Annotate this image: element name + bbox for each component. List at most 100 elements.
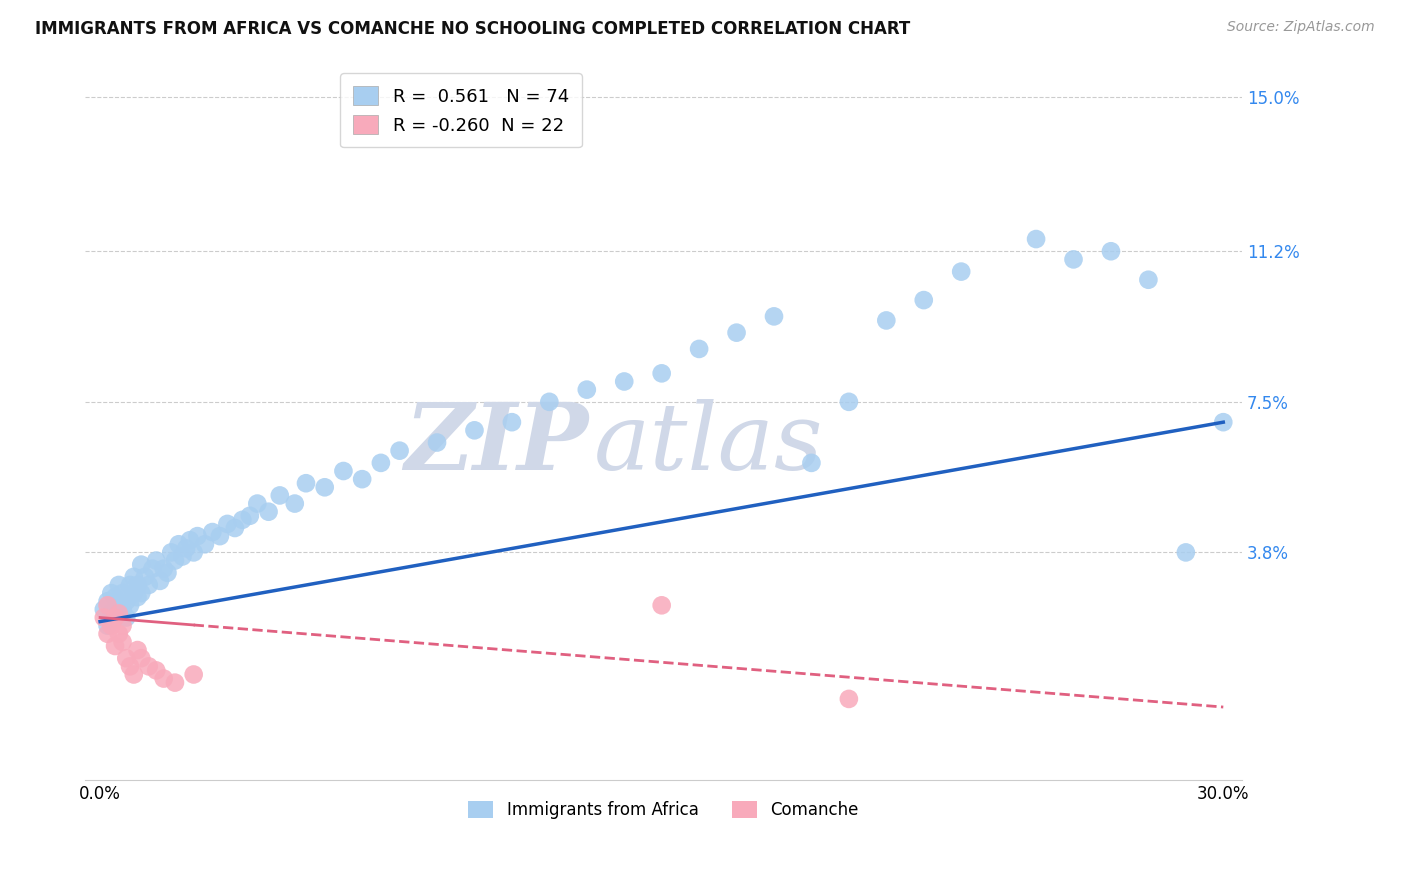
Point [208,529,231,543]
Point [122,586,145,600]
Point [97,599,120,613]
Point [100,607,122,621]
Point [145,664,167,678]
Point [100,618,122,632]
Point [122,667,145,681]
Point [838,394,860,409]
Point [93,610,115,624]
Point [875,313,897,327]
Point [1099,244,1122,259]
Point [613,375,636,389]
Point [115,651,138,665]
Point [104,590,127,604]
Point [107,607,129,621]
Point [295,476,318,491]
Point [501,415,523,429]
Point [107,578,129,592]
Point [838,692,860,706]
Point [97,618,120,632]
Point [201,524,224,539]
Point [156,566,179,580]
Point [1212,415,1234,429]
Point [145,553,167,567]
Point [1137,273,1160,287]
Point [257,505,280,519]
Point [160,545,183,559]
Point [118,578,141,592]
Point [107,599,129,613]
Point [97,627,120,641]
Point [388,443,411,458]
Point [167,537,190,551]
Point [183,667,205,681]
Point [1063,252,1085,267]
Legend: Immigrants from Africa, Comanche: Immigrants from Africa, Comanche [461,794,865,826]
Point [332,464,354,478]
Point [762,310,785,324]
Point [172,549,194,564]
Point [129,558,152,572]
Point [217,516,239,531]
Point [950,264,973,278]
Point [725,326,748,340]
Point [111,618,134,632]
Point [104,639,127,653]
Point [97,594,120,608]
Point [129,586,152,600]
Point [269,488,291,502]
Point [538,394,561,409]
Point [800,456,823,470]
Point [174,541,197,556]
Point [352,472,374,486]
Point [118,599,141,613]
Point [100,586,122,600]
Point [186,529,208,543]
Text: ZIP: ZIP [404,399,588,489]
Point [231,513,253,527]
Point [179,533,201,548]
Point [93,602,115,616]
Point [104,610,127,624]
Point [575,383,598,397]
Point [127,578,149,592]
Text: IMMIGRANTS FROM AFRICA VS COMANCHE NO SCHOOLING COMPLETED CORRELATION CHART: IMMIGRANTS FROM AFRICA VS COMANCHE NO SC… [35,20,911,37]
Point [284,497,307,511]
Point [1174,545,1197,559]
Point [912,293,935,307]
Point [163,675,186,690]
Point [163,553,186,567]
Point [115,594,138,608]
Point [224,521,246,535]
Point [194,537,217,551]
Point [651,367,673,381]
Point [111,602,134,616]
Point [152,562,174,576]
Point [370,456,392,470]
Point [127,643,149,657]
Point [463,423,485,437]
Point [183,545,205,559]
Point [426,435,449,450]
Point [246,497,269,511]
Point [115,610,138,624]
Point [118,659,141,673]
Point [138,659,160,673]
Point [1025,232,1047,246]
Point [314,480,336,494]
Point [127,590,149,604]
Text: Source: ZipAtlas.com: Source: ZipAtlas.com [1227,20,1375,34]
Point [239,508,262,523]
Point [141,562,163,576]
Text: atlas: atlas [595,399,824,489]
Point [152,672,174,686]
Point [134,570,156,584]
Point [138,578,160,592]
Point [111,635,134,649]
Point [688,342,710,356]
Point [104,610,127,624]
Point [111,586,134,600]
Point [149,574,172,588]
Point [129,651,152,665]
Point [651,599,673,613]
Point [107,627,129,641]
